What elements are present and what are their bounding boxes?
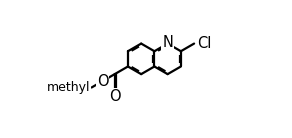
Text: O: O <box>97 74 109 88</box>
Text: N: N <box>162 35 173 50</box>
Text: methyl: methyl <box>47 81 91 94</box>
Text: Cl: Cl <box>197 36 211 51</box>
Text: O: O <box>109 89 121 104</box>
